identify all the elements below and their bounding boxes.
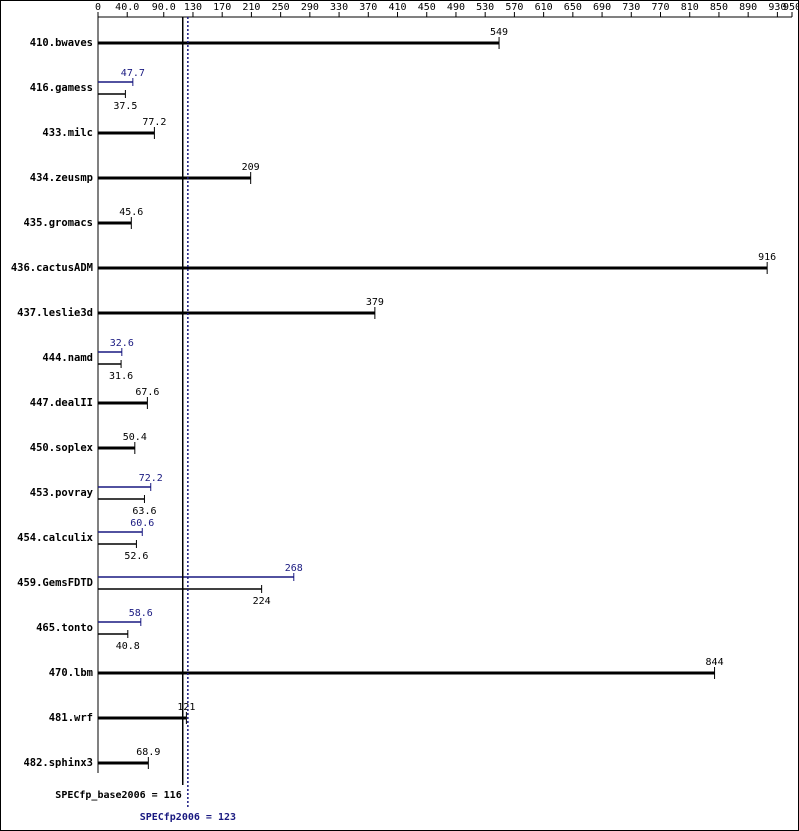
- x-tick-label: 0: [95, 2, 101, 13]
- category-label: 453.povray: [30, 487, 94, 499]
- category-label: 444.namd: [42, 352, 93, 364]
- category-label: 482.sphinx3: [23, 757, 93, 769]
- value-label: 77.2: [142, 117, 166, 128]
- x-tick-label: 250: [272, 2, 290, 13]
- x-tick-label: 330: [330, 2, 348, 13]
- category-label: 470.lbm: [49, 667, 93, 679]
- value-label: 31.6: [109, 371, 133, 382]
- x-tick-label: 570: [505, 2, 523, 13]
- value-label: 45.6: [119, 207, 143, 218]
- reference-label: SPECfp_base2006 = 116: [55, 790, 181, 801]
- value-label: 549: [490, 27, 508, 38]
- x-tick-label: 770: [651, 2, 669, 13]
- category-label: 433.milc: [42, 127, 93, 139]
- value-label: 47.7: [121, 68, 145, 79]
- category-label: 437.leslie3d: [17, 307, 93, 319]
- category-label: 410.bwaves: [30, 37, 93, 49]
- value-label: 379: [366, 297, 384, 308]
- x-tick-label: 850: [710, 2, 728, 13]
- x-tick-label: 210: [242, 2, 260, 13]
- x-tick-label: 90.0: [152, 2, 176, 13]
- value-label: 32.6: [110, 338, 134, 349]
- x-tick-label: 130: [184, 2, 202, 13]
- x-tick-label: 730: [622, 2, 640, 13]
- value-label: 67.6: [135, 387, 159, 398]
- value-label: 268: [285, 563, 303, 574]
- x-tick-label: 930: [768, 2, 786, 13]
- value-label: 916: [758, 252, 776, 263]
- x-tick-label: 370: [359, 2, 377, 13]
- x-tick-label: 610: [535, 2, 553, 13]
- x-tick-label: 170: [213, 2, 231, 13]
- category-label: 465.tonto: [36, 622, 93, 634]
- category-label: 447.dealII: [30, 397, 93, 409]
- value-label: 209: [242, 162, 260, 173]
- value-label: 844: [706, 657, 724, 668]
- x-tick-label: 530: [476, 2, 494, 13]
- x-tick-label: 650: [564, 2, 582, 13]
- category-label: 434.zeusmp: [30, 172, 93, 184]
- x-tick-label: 890: [739, 2, 757, 13]
- category-label: 416.gamess: [30, 82, 93, 94]
- x-tick-label: 290: [301, 2, 319, 13]
- value-label: 52.6: [124, 551, 148, 562]
- value-label: 72.2: [139, 473, 163, 484]
- x-tick-label: 810: [681, 2, 699, 13]
- value-label: 224: [253, 596, 271, 607]
- value-label: 58.6: [129, 608, 153, 619]
- value-label: 40.8: [116, 641, 140, 652]
- reference-label: SPECfp2006 = 123: [140, 812, 236, 823]
- x-tick-label: 450: [418, 2, 436, 13]
- value-label: 68.9: [136, 747, 160, 758]
- value-label: 63.6: [132, 506, 156, 517]
- x-tick-label: 490: [447, 2, 465, 13]
- value-label: 121: [177, 702, 195, 713]
- category-label: 450.soplex: [30, 442, 94, 454]
- value-label: 50.4: [123, 432, 147, 443]
- category-label: 435.gromacs: [23, 217, 93, 229]
- value-label: 37.5: [113, 101, 137, 112]
- category-label: 481.wrf: [49, 712, 93, 724]
- category-label: 436.cactusADM: [11, 262, 93, 274]
- category-label: 454.calculix: [17, 532, 94, 544]
- x-tick-label: 690: [593, 2, 611, 13]
- value-label: 60.6: [130, 518, 154, 529]
- x-tick-label: 410: [388, 2, 406, 13]
- x-tick-label: 950: [783, 2, 799, 13]
- category-label: 459.GemsFDTD: [17, 577, 93, 589]
- x-tick-label: 40.0: [115, 2, 139, 13]
